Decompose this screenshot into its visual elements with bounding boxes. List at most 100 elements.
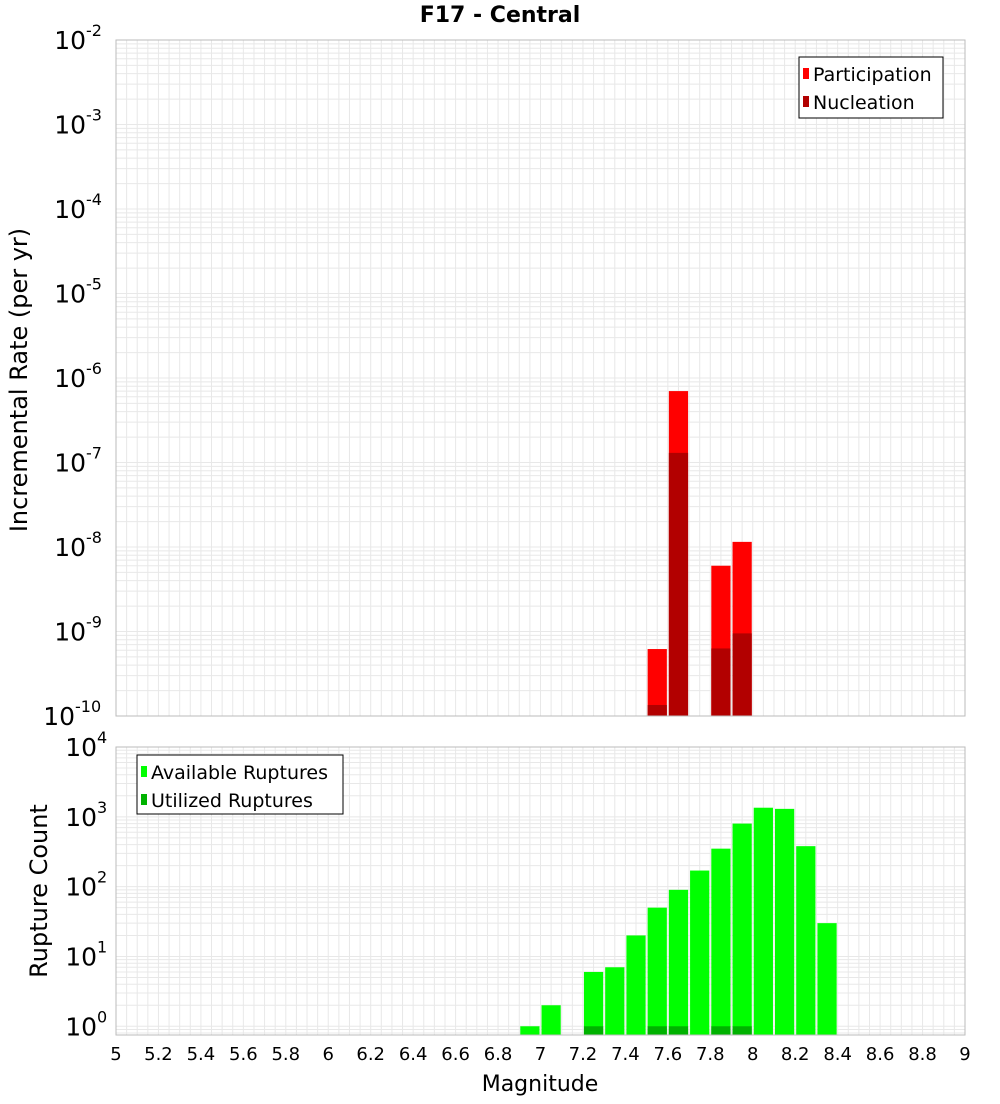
- count-bar-available-ruptures: [541, 1005, 561, 1035]
- count-y-tick-label: 10 3: [65, 798, 107, 832]
- x-tick-label: 7.4: [611, 1044, 640, 1065]
- svg-text:10: 10: [54, 618, 86, 647]
- rate-y-axis-label: Incremental Rate (per yr): [5, 228, 33, 532]
- count-bar-available-ruptures: [583, 971, 604, 1035]
- svg-text:10: 10: [54, 449, 86, 478]
- rate-bar-nucleation: [647, 704, 667, 716]
- rate-y-tick-label: 10 -8: [54, 528, 102, 562]
- svg-text:1: 1: [97, 937, 107, 956]
- rate-bar-nucleation: [668, 452, 689, 716]
- svg-text:10: 10: [65, 1012, 97, 1041]
- rate-y-tick-label: 10 -6: [54, 359, 102, 393]
- count-y-tick-label: 10 0: [65, 1007, 107, 1041]
- rate-plot-border: [115, 39, 966, 717]
- rate-y-tick-label: 10 -3: [54, 106, 102, 140]
- rate-legend-label: Participation: [813, 64, 932, 86]
- count-legend-box: [136, 754, 344, 815]
- count-bar-utilized-ruptures: [647, 1026, 667, 1035]
- svg-text:-9: -9: [86, 613, 102, 632]
- count-bar-available-ruptures: [647, 907, 667, 1035]
- x-tick-label: 5.4: [187, 1044, 216, 1065]
- svg-text:10: 10: [54, 195, 86, 224]
- count-bar-utilized-ruptures: [668, 1026, 689, 1035]
- x-tick-label: 6.4: [399, 1044, 428, 1065]
- count-bar-available-ruptures: [732, 823, 752, 1035]
- x-tick-label: 8.8: [908, 1044, 937, 1065]
- count-bar-available-ruptures: [668, 889, 689, 1035]
- svg-text:10: 10: [54, 280, 86, 309]
- count-y-tick-label: 10 4: [65, 728, 107, 762]
- rate-bar-nucleation: [711, 648, 731, 716]
- x-tick-label: 7.6: [654, 1044, 683, 1065]
- x-tick-label: 5: [110, 1044, 121, 1065]
- svg-text:10: 10: [65, 803, 97, 832]
- x-tick-label: 8.4: [823, 1044, 852, 1065]
- svg-text:10: 10: [54, 26, 86, 55]
- rate-y-tick-label: 10 -10: [43, 697, 101, 731]
- svg-text:-7: -7: [86, 444, 102, 463]
- svg-text:-4: -4: [86, 190, 102, 209]
- rate-y-tick-label: 10 -5: [54, 275, 102, 309]
- x-tick-label: 6: [323, 1044, 334, 1065]
- x-tick-label: 7.2: [569, 1044, 598, 1065]
- svg-text:-5: -5: [86, 275, 102, 294]
- chart-title: F17 - Central: [420, 3, 581, 28]
- svg-text:0: 0: [97, 1007, 107, 1026]
- count-bar-utilized-ruptures: [711, 1026, 731, 1035]
- svg-text:10: 10: [54, 111, 86, 140]
- rate-bar-nucleation: [732, 633, 752, 716]
- count-bar-available-ruptures: [796, 846, 816, 1035]
- svg-text:10: 10: [65, 733, 97, 762]
- svg-text:-3: -3: [86, 106, 102, 125]
- rate-legend-swatch: [803, 68, 809, 79]
- rate-y-tick-label: 10 -7: [54, 444, 102, 478]
- x-tick-label: 5.2: [144, 1044, 173, 1065]
- svg-text:-10: -10: [75, 697, 101, 716]
- rate-legend-label: Nucleation: [813, 92, 915, 114]
- count-bar-utilized-ruptures: [583, 1026, 604, 1035]
- x-axis-label: Magnitude: [482, 1072, 599, 1097]
- x-tick-label: 6.6: [441, 1044, 470, 1065]
- count-y-axis-label: Rupture Count: [25, 804, 53, 978]
- count-bar-available-ruptures: [605, 967, 625, 1035]
- svg-text:10: 10: [54, 533, 86, 562]
- svg-text:3: 3: [97, 798, 107, 817]
- x-tick-label: 8.2: [781, 1044, 810, 1065]
- svg-text:-2: -2: [86, 21, 102, 40]
- count-legend-label: Available Ruptures: [151, 762, 328, 784]
- count-bar-available-ruptures: [626, 935, 646, 1035]
- count-plot-border: [115, 746, 966, 1036]
- x-tick-label: 5.8: [271, 1044, 300, 1065]
- svg-text:10: 10: [65, 942, 97, 971]
- count-bar-available-ruptures: [690, 870, 710, 1035]
- count-bar-available-ruptures: [774, 808, 795, 1035]
- rate-legend-swatch: [803, 96, 809, 107]
- rate-legend-box: [798, 56, 944, 119]
- svg-text:2: 2: [97, 868, 107, 887]
- x-tick-label: 6.8: [484, 1044, 513, 1065]
- svg-text:-8: -8: [86, 528, 102, 547]
- x-tick-label: 8: [747, 1044, 758, 1065]
- x-tick-label: 5.6: [229, 1044, 258, 1065]
- count-legend-label: Utilized Ruptures: [151, 790, 313, 812]
- x-tick-label: 7.8: [696, 1044, 725, 1065]
- count-y-tick-label: 10 2: [65, 868, 107, 902]
- x-tick-label: 8.6: [866, 1044, 895, 1065]
- svg-text:10: 10: [43, 702, 75, 731]
- x-tick-label: 6.2: [356, 1044, 385, 1065]
- svg-text:4: 4: [97, 728, 107, 747]
- x-tick-label: 9: [959, 1044, 970, 1065]
- count-legend-swatch: [141, 766, 147, 777]
- count-bar-available-ruptures: [711, 848, 731, 1035]
- rate-bar-participation: [647, 649, 667, 716]
- count-bar-available-ruptures: [520, 1026, 540, 1035]
- svg-text:10: 10: [65, 873, 97, 902]
- svg-text:-6: -6: [86, 359, 102, 378]
- count-legend-swatch: [141, 794, 147, 805]
- rate-y-tick-label: 10 -9: [54, 613, 102, 647]
- count-bar-utilized-ruptures: [732, 1026, 752, 1035]
- x-tick-label: 7: [535, 1044, 546, 1065]
- count-bar-available-ruptures: [817, 923, 837, 1035]
